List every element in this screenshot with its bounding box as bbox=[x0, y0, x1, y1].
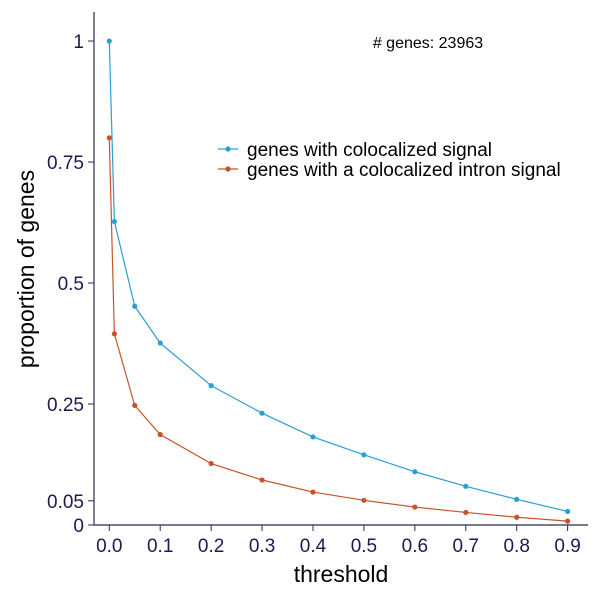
data-point bbox=[208, 460, 214, 467]
legend: genes with colocalized signal genes with… bbox=[218, 140, 561, 181]
data-point bbox=[259, 410, 265, 416]
data-point bbox=[106, 38, 112, 44]
legend-entry: genes with colocalized signal bbox=[218, 140, 492, 161]
axes bbox=[93, 12, 588, 526]
data-point bbox=[463, 509, 469, 516]
data-point bbox=[463, 483, 469, 489]
y-tick-label: 0.05 bbox=[47, 492, 84, 513]
data-point bbox=[106, 135, 112, 141]
x-tick-label: 0.1 bbox=[147, 536, 173, 557]
x-tick-label: 0.3 bbox=[249, 536, 275, 557]
data-point bbox=[310, 489, 316, 495]
data-point bbox=[111, 218, 117, 225]
series-layer bbox=[106, 38, 571, 524]
y-tick-label: 0.25 bbox=[47, 395, 84, 416]
y-ticks: 0 0.05 0.25 0.5 0.75 1 bbox=[47, 32, 94, 537]
data-point bbox=[111, 331, 117, 337]
data-point bbox=[132, 402, 138, 409]
gene-count-annotation: # genes: 23963 bbox=[373, 35, 483, 52]
data-point bbox=[361, 452, 367, 458]
data-point bbox=[412, 504, 418, 510]
legend-label: genes with a colocalized intron signal bbox=[247, 160, 561, 181]
x-tick-label: 0.9 bbox=[554, 536, 580, 557]
x-tick-label: 0.2 bbox=[198, 536, 224, 557]
data-point bbox=[208, 383, 214, 389]
data-point bbox=[565, 518, 571, 524]
legend-swatch-marker bbox=[225, 146, 231, 152]
x-tick-label: 0.0 bbox=[96, 536, 122, 557]
x-tick-label: 0.6 bbox=[402, 536, 428, 557]
x-tick-label: 0.7 bbox=[453, 536, 479, 557]
data-point bbox=[310, 434, 316, 440]
legend-entry: genes with a colocalized intron signal bbox=[218, 160, 561, 181]
x-tick-label: 0.5 bbox=[351, 536, 377, 557]
data-point bbox=[361, 497, 367, 503]
y-axis-title: proportion of genes bbox=[13, 170, 39, 368]
y-tick-label: 0 bbox=[73, 516, 84, 537]
data-point bbox=[132, 303, 138, 309]
legend-label: genes with colocalized signal bbox=[247, 140, 492, 161]
x-tick-label: 0.4 bbox=[300, 536, 327, 557]
data-point bbox=[514, 514, 520, 520]
data-point bbox=[565, 508, 571, 515]
y-tick-label: 0.75 bbox=[47, 153, 84, 174]
data-point bbox=[514, 496, 520, 502]
x-ticks: 0.0 0.1 0.2 0.3 0.4 0.5 0.6 0.7 0.8 0.9 bbox=[96, 525, 581, 557]
series-line bbox=[108, 41, 568, 513]
data-point bbox=[157, 340, 163, 346]
x-axis-title: threshold bbox=[294, 561, 389, 587]
legend-swatch-marker bbox=[225, 166, 231, 172]
series-line bbox=[108, 137, 568, 522]
data-point bbox=[259, 477, 265, 483]
y-tick-label: 1 bbox=[73, 32, 84, 53]
x-tick-label: 0.8 bbox=[503, 536, 529, 557]
y-tick-label: 0.5 bbox=[58, 274, 84, 295]
data-point bbox=[157, 431, 163, 438]
data-point bbox=[412, 469, 418, 475]
